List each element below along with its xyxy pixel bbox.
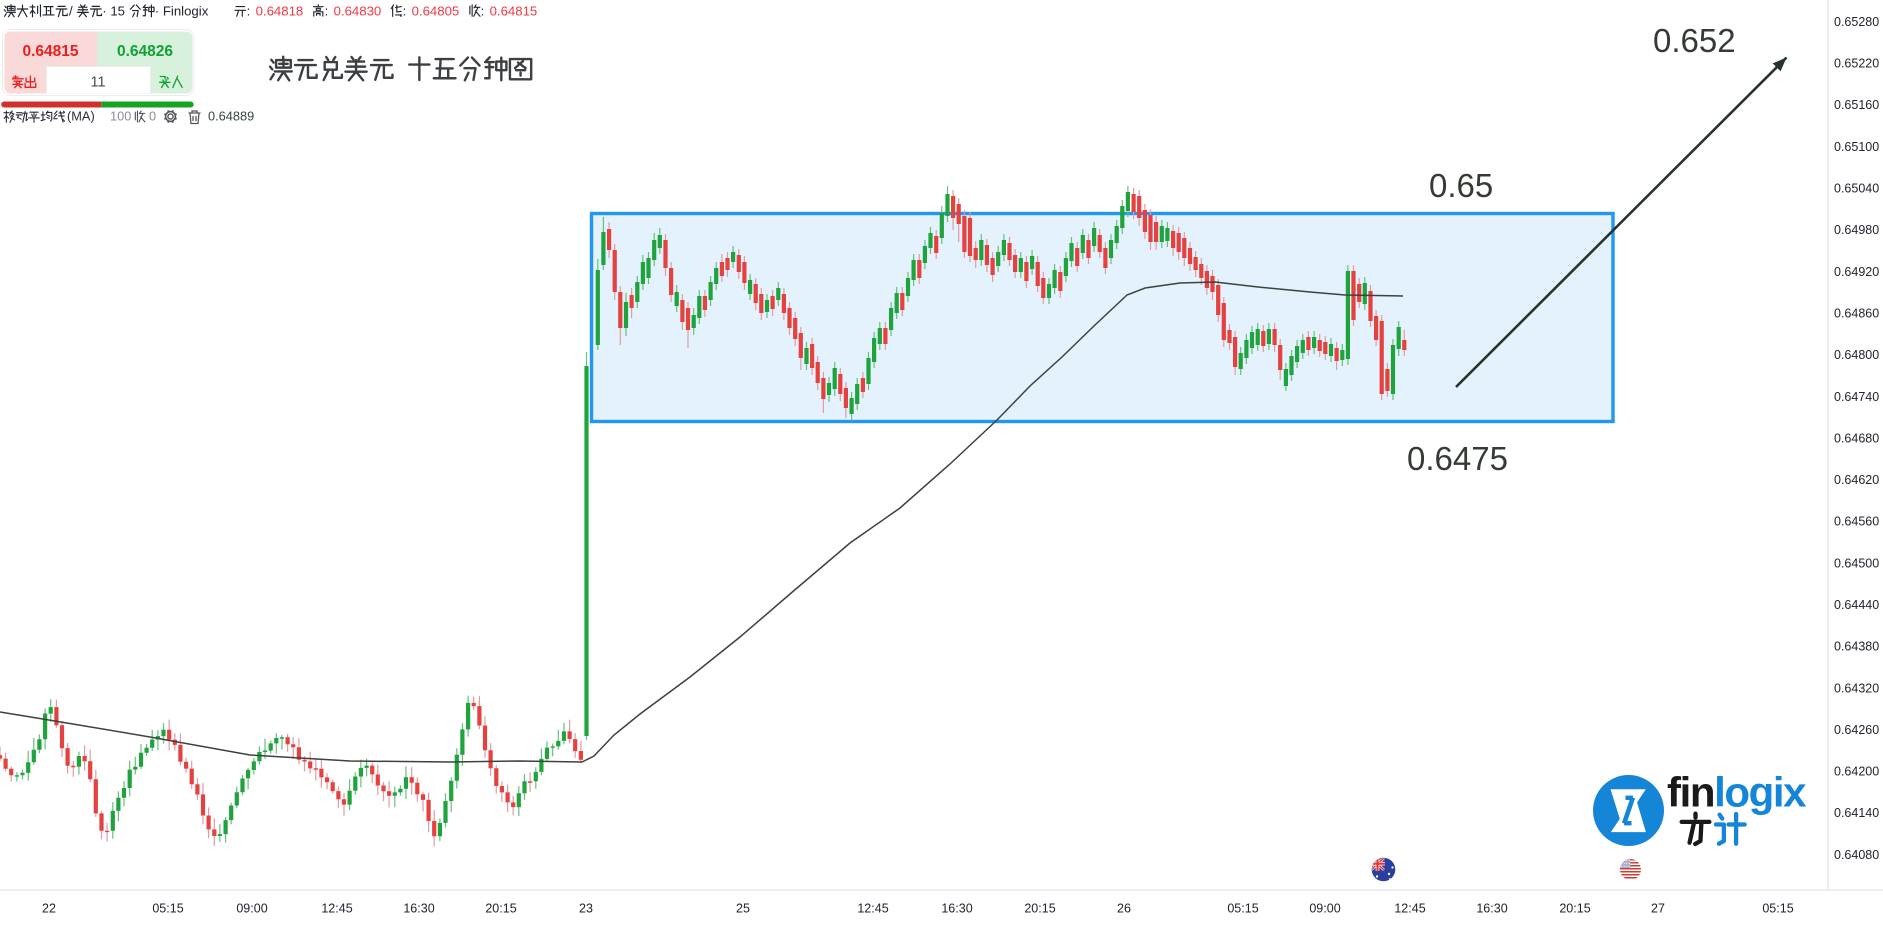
svg-text:0.64860: 0.64860 [1834,307,1879,321]
svg-text::: : [481,4,485,19]
svg-text:0.64815: 0.64815 [490,4,538,19]
svg-text:05:15: 05:15 [152,902,183,916]
svg-text:0.64080: 0.64080 [1834,848,1879,862]
svg-text:0.64805: 0.64805 [412,4,460,19]
svg-text:0.64740: 0.64740 [1834,390,1879,404]
svg-text:26: 26 [1117,902,1131,916]
svg-text:05:15: 05:15 [1227,902,1258,916]
svg-text:/: / [69,4,73,19]
svg-text::: : [403,4,407,19]
svg-text:0.64889: 0.64889 [208,109,254,124]
svg-text:finlogix: finlogix [1667,769,1807,816]
svg-text:12:45: 12:45 [321,902,352,916]
svg-text:0.65: 0.65 [1429,167,1493,204]
svg-text:20:15: 20:15 [485,902,516,916]
svg-text::: : [247,4,251,19]
svg-text:0.64380: 0.64380 [1834,640,1879,654]
svg-text:09:00: 09:00 [1309,902,1340,916]
svg-text:0.64200: 0.64200 [1834,765,1879,779]
svg-text:0.652: 0.652 [1653,22,1736,59]
svg-text:0.64826: 0.64826 [117,43,173,60]
svg-text:05:15: 05:15 [1762,902,1793,916]
svg-text:11: 11 [90,75,105,91]
svg-text:0.64818: 0.64818 [256,4,304,19]
svg-text:12:45: 12:45 [1394,902,1425,916]
svg-text:0.65220: 0.65220 [1834,57,1879,71]
svg-text:16:30: 16:30 [1476,902,1507,916]
svg-text:20:15: 20:15 [1024,902,1055,916]
svg-text:0: 0 [149,109,156,124]
svg-text:· Finlogix: · Finlogix [155,4,209,19]
svg-text:16:30: 16:30 [403,902,434,916]
svg-text:0.64560: 0.64560 [1834,515,1879,529]
svg-text:0.64500: 0.64500 [1834,556,1879,570]
svg-text:0.64140: 0.64140 [1834,806,1879,820]
svg-text::: : [325,4,329,19]
svg-text:0.64440: 0.64440 [1834,598,1879,612]
svg-text:· 15: · 15 [102,4,125,19]
svg-text:0.64800: 0.64800 [1834,348,1879,362]
svg-text:0.64620: 0.64620 [1834,473,1879,487]
svg-text:0.6475: 0.6475 [1407,440,1508,477]
svg-text:20:15: 20:15 [1559,902,1590,916]
svg-text:100: 100 [110,109,131,124]
svg-text:23: 23 [579,902,593,916]
svg-text:16:30: 16:30 [941,902,972,916]
svg-text:09:00: 09:00 [236,902,267,916]
svg-text:0.65100: 0.65100 [1834,140,1879,154]
svg-text:12:45: 12:45 [857,902,888,916]
svg-text:0.64260: 0.64260 [1834,723,1879,737]
svg-text:25: 25 [736,902,750,916]
svg-text:0.65160: 0.65160 [1834,98,1879,112]
svg-text:27: 27 [1651,902,1665,916]
svg-text:0.64680: 0.64680 [1834,431,1879,445]
svg-text:0.65280: 0.65280 [1834,15,1879,29]
svg-text:0.64920: 0.64920 [1834,265,1879,279]
svg-text:(MA): (MA) [67,109,95,124]
svg-text:0.65040: 0.65040 [1834,182,1879,196]
svg-text:22: 22 [42,902,56,916]
svg-text:0.64830: 0.64830 [334,4,382,19]
svg-text:0.64320: 0.64320 [1834,681,1879,695]
svg-text:0.64815: 0.64815 [22,43,78,60]
svg-text:0.64980: 0.64980 [1834,223,1879,237]
